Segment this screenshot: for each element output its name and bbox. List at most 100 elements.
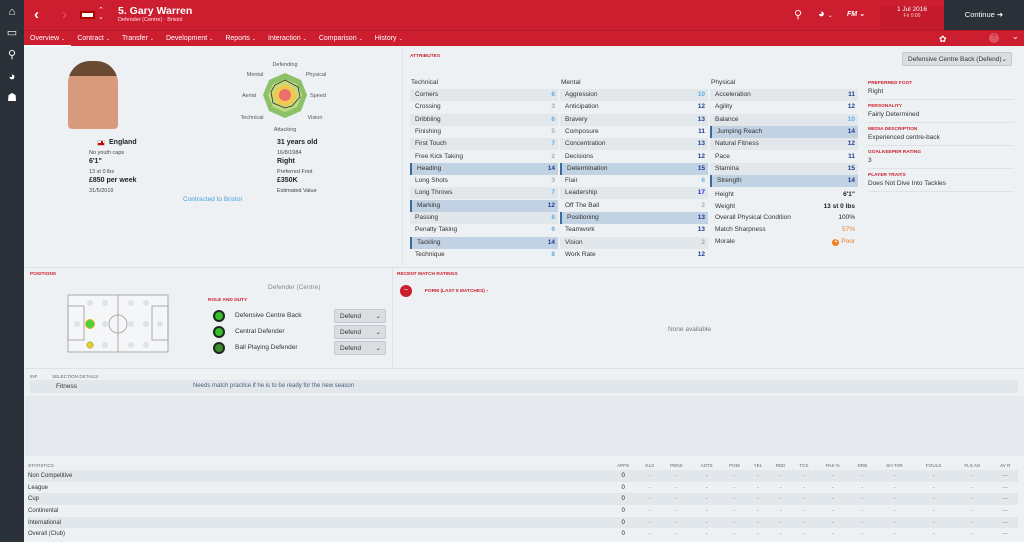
tab-label: Contract [77, 35, 104, 42]
no-ratings-message: None available [668, 326, 712, 333]
tab-interaction[interactable]: Interaction ⌄ [262, 31, 313, 47]
attribute-value: 13 [697, 226, 705, 234]
attribute-value: 7 [551, 140, 555, 148]
stat-value: --- [1002, 531, 1009, 538]
attribute-row: Off The Ball 2 [560, 200, 708, 212]
chevron-down-icon[interactable]: ⌄ [1012, 32, 1019, 41]
attribute-name: Acceleration [715, 91, 751, 98]
stat-column-header[interactable]: FOULS [926, 462, 942, 468]
role-select[interactable]: Defensive Centre Back (Defend) ⌄ [902, 52, 1012, 66]
time-text: Fri 0:00 [903, 13, 921, 19]
stat-column-header[interactable]: RED [775, 462, 786, 468]
attribute-name: Tackling [417, 238, 441, 246]
chevron-down-icon: ⌄ [398, 36, 403, 42]
attribute-row: Acceleration 11 [710, 89, 858, 101]
tab-contract[interactable]: Contract ⌄ [71, 31, 116, 47]
stat-value: - [733, 531, 736, 538]
tab-comparison[interactable]: Comparison ⌄ [313, 31, 369, 47]
stat-column-header[interactable]: SH TAR [886, 462, 903, 468]
info-value: 13 st 0 lbs [823, 202, 855, 210]
competition-label: International [28, 519, 62, 526]
nationality: England [109, 139, 137, 146]
world-icon[interactable]: ◕ ⌄ [818, 8, 833, 20]
stat-column-header[interactable]: GLS [645, 462, 655, 468]
help-icon[interactable]: ? [989, 33, 999, 43]
tab-reports[interactable]: Reports ⌄ [219, 31, 262, 47]
competition-label: League [28, 484, 49, 491]
stat-value: - [733, 496, 736, 503]
back-button[interactable]: ‹ [34, 6, 39, 23]
attribute-name: Agility [715, 103, 733, 111]
stat-column-header[interactable]: PAS % [825, 462, 840, 468]
attribute-row: Marking 12 [410, 199, 558, 212]
divider [25, 368, 1024, 369]
inbox-icon[interactable]: ▭ [6, 27, 18, 39]
form-link[interactable]: FORM (LAST 5 MATCHES) › [425, 289, 488, 294]
stat-column-header[interactable]: POM [729, 462, 740, 468]
attribute-name: Vision [565, 238, 583, 246]
squad-icon[interactable]: ✿ [939, 34, 947, 44]
stat-value: - [733, 507, 736, 514]
stat-column-header[interactable]: PENS [670, 462, 683, 468]
duty-select[interactable]: Defend ⌄ [334, 325, 386, 339]
duty-select[interactable]: Defend ⌄ [334, 309, 386, 323]
physical-info-row: Match Sharpness 57% [710, 224, 858, 236]
tab-transfer[interactable]: Transfer ⌄ [116, 31, 160, 47]
search-icon[interactable]: ⚲ [794, 9, 803, 21]
stat-value: - [733, 472, 736, 479]
age: 31 years old [277, 139, 318, 146]
attribute-value: 12 [847, 103, 855, 111]
attribute-name: Leadership [565, 189, 598, 197]
stat-column-header[interactable]: YEL [753, 462, 763, 468]
attribute-row: Dribbling 6 [410, 113, 558, 126]
attribute-value: 12 [547, 201, 555, 209]
stat-value: 0 [621, 472, 625, 479]
tab-history[interactable]: History ⌄ [369, 31, 409, 47]
attribute-name: Concentration [565, 140, 606, 148]
attribute-name: Long Shots [415, 177, 448, 185]
stat-column-header[interactable]: AV R [999, 462, 1011, 468]
stat-column-header[interactable]: APPS [616, 462, 630, 468]
info-value: 3 [868, 157, 872, 164]
empty-area [25, 396, 1024, 456]
world-icon[interactable]: ◕ [8, 71, 16, 83]
continue-button[interactable]: Continue ➜ [944, 0, 1024, 30]
stat-value: - [675, 472, 678, 479]
attribute-name: Balance [715, 115, 739, 123]
divider [392, 268, 393, 368]
stat-value: - [802, 496, 805, 503]
physical-info-row: Weight 13 st 0 lbs [710, 201, 858, 213]
attribute-name: Finishing [415, 127, 442, 135]
attribute-value: 8 [551, 250, 555, 258]
tab-development[interactable]: Development ⌄ [160, 31, 219, 47]
home-icon[interactable]: ⌂ [8, 6, 16, 18]
youth-caps: No youth caps [89, 150, 125, 156]
tab-label: Reports [225, 35, 250, 42]
duty-select[interactable]: Defend ⌄ [334, 341, 386, 355]
radar-label: Defending [272, 62, 297, 68]
info-value: Poor [841, 237, 855, 245]
stat-column-header[interactable]: FLS AG [964, 462, 981, 468]
stat-column-header[interactable]: ASTS [700, 462, 713, 468]
info-label: Weight [715, 202, 736, 210]
stat-column-header[interactable]: DRB [857, 462, 868, 468]
attribute-value: 5 [551, 127, 555, 135]
attribute-row: Technique 8 [410, 249, 558, 261]
contracted-to-link[interactable]: Contracted to Bristol [183, 196, 242, 203]
attribute-value: 3 [551, 103, 555, 111]
fm-menu-button[interactable]: FM ⌄ [847, 11, 865, 18]
player-switch-arrows[interactable]: ⌃ ⌄ [98, 7, 104, 21]
physical-info-row: Morale 4 Poor [710, 236, 858, 248]
info-item: PERSONALITY Fairly Determined [868, 100, 1014, 123]
search-icon[interactable]: ⚲ [7, 49, 17, 61]
attribute-value: 12 [697, 103, 705, 111]
attribute-name: Off The Ball [565, 201, 600, 209]
stat-value: - [648, 531, 651, 538]
morale-icon: 4 [832, 238, 840, 246]
forward-button[interactable]: › [62, 6, 67, 23]
stat-column-header[interactable]: TCK [799, 462, 809, 468]
inf-header: INF [30, 374, 38, 379]
staff-icon[interactable]: ☗ [7, 92, 17, 104]
tab-overview[interactable]: Overview ⌄ [24, 31, 72, 47]
competition-label: Overall (Club) [28, 531, 66, 538]
